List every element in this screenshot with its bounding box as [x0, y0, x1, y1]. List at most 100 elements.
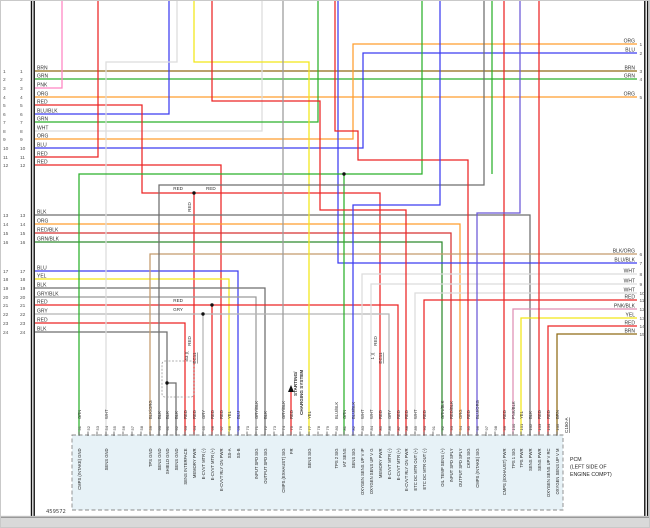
- pcm-pin-number: 68: [227, 425, 232, 430]
- wire-redblk: [35, 232, 452, 435]
- wire-color-label: BRN: [624, 66, 635, 72]
- pcm-pin-label: TPS 1 SIG: [511, 449, 516, 469]
- wire-grnblk: [35, 241, 443, 435]
- right-pin-number: 10: [640, 291, 646, 297]
- left-pin-number: 15: [3, 231, 9, 237]
- right-pin-number: 3: [640, 69, 643, 75]
- wire-annotation: EC11: [378, 352, 383, 364]
- pcm-pin-label: MEMORY PWR: [192, 449, 197, 479]
- pcm-pin-label: INPUT SPD SIG: [254, 449, 259, 480]
- wire-color-label: WHT: [624, 288, 635, 294]
- wire-color-label: RED/BLK: [449, 401, 454, 419]
- left-pin-number: 8: [20, 129, 23, 135]
- left-pin-number: 18: [20, 277, 26, 283]
- wire-blu: [35, 270, 239, 435]
- wire-color-label: BLK/ORG: [613, 249, 635, 255]
- wire-color-label: BLU/BLK: [334, 402, 339, 419]
- wire-color-label: BLU: [37, 143, 47, 149]
- left-pin-number: 5: [20, 103, 23, 109]
- pcm-pin-number: 81: [342, 425, 347, 430]
- left-pin-number: 4: [20, 95, 23, 101]
- wire-color-label: GRY: [387, 410, 392, 419]
- pcm-pin-label: OXYGEN SENS UP V M: [555, 448, 560, 495]
- pcm-pin-number: 57: [130, 425, 135, 430]
- pcm-pin-number: 80: [334, 425, 339, 430]
- wire-color-label: GRN: [37, 117, 49, 123]
- wire-blu: [352, 0, 441, 435]
- wire-color-label: RED: [624, 321, 635, 327]
- wire-yel: [35, 278, 230, 435]
- wire-wht: [370, 283, 637, 435]
- wire-blkorg: [149, 253, 637, 435]
- pcm-pin-label: TPS GND: [148, 449, 153, 468]
- pcm-pin-label: SENS SIG: [351, 449, 356, 469]
- horizontal-scrollbar[interactable]: [0, 517, 650, 528]
- pcm-label: (LEFT SIDE OF: [570, 465, 607, 471]
- pcm-pin-label: E-CVVT RLY ON PWR: [404, 449, 409, 492]
- wire-annotation: EC11: [192, 352, 197, 364]
- wire-blk: [158, 0, 485, 435]
- wire-color-label: GRN/BLK: [37, 237, 60, 243]
- left-pin-number: 20: [3, 295, 9, 301]
- right-pin-number: 12: [640, 307, 646, 313]
- pcm-pin-label: SENS GND: [104, 449, 109, 471]
- pcm-pin-number: 87: [396, 425, 401, 430]
- pcm-pin-number: 69: [236, 425, 241, 430]
- pcm-pin-label: E-CVVT MTR (-): [387, 448, 392, 479]
- pcm-pin-label: E-CVVT RLY ON PWR: [219, 449, 224, 492]
- pcm-pin-label: SENS GND: [174, 449, 179, 471]
- pcm-pin-number: 60: [157, 425, 162, 430]
- pcm-pin-number: 73: [272, 425, 277, 430]
- pcm-pin-label: SHIELD GND: [165, 449, 170, 475]
- wire-gryblk: [35, 296, 257, 435]
- pcm-pin-label: CMPS (EXHAUST) SIG: [281, 449, 286, 493]
- pcm-pin-number: 72: [263, 425, 268, 430]
- pcm-pin-label: SENS GND: [157, 449, 162, 471]
- left-pin-number: 5: [3, 103, 6, 109]
- pcm-pin-number: 84: [369, 425, 374, 430]
- pcm-pin-number: 51: [77, 425, 82, 430]
- pcm-label: ENGINE COMPT): [570, 472, 612, 478]
- wire-annotation: RED: [173, 298, 183, 303]
- wire-annotation: RED: [373, 335, 378, 345]
- wire-color-label: WHT: [369, 409, 374, 419]
- left-pin-number: 13: [20, 213, 26, 219]
- right-pin-number: 14: [640, 324, 646, 330]
- left-pin-number: 13: [3, 213, 9, 219]
- right-pin-number: 7: [640, 261, 643, 267]
- wire-annotation: RED: [187, 335, 192, 345]
- left-pin-number: 8: [3, 129, 6, 135]
- left-pin-number: 21: [20, 303, 26, 309]
- left-pin-number: 24: [20, 330, 26, 336]
- diagram-number: 459572: [46, 509, 66, 515]
- pcm-pin-label: SENS INTERFACE: [183, 448, 188, 484]
- wire-color-label: GRN/BLK: [440, 400, 445, 419]
- pcm-pin-number: 63: [183, 425, 188, 430]
- wire-red: [211, 0, 407, 435]
- wire-color-label: PNK: [37, 83, 48, 89]
- left-pin-number: 9: [3, 137, 6, 143]
- left-pin-number: 23: [3, 321, 9, 327]
- wire-blk: [35, 214, 531, 435]
- pcm-pin-label: CMPS (EXHAUST) PWR: [502, 449, 507, 496]
- pcm-pin-number: 75: [289, 425, 294, 430]
- wire-color-label: YEL: [626, 313, 636, 319]
- pcm-pin-label: IAT SENS: [342, 448, 347, 467]
- pcm-pin-label: OXYGEN SENS UP V IP: [360, 448, 365, 495]
- pcm-pin-number: 99: [502, 425, 507, 430]
- pcm-pin-label: CMPS (INTAKE) SIG: [475, 449, 480, 488]
- pcm-pin-number: 105: [555, 423, 560, 430]
- wire-annotation: GRY: [173, 307, 183, 312]
- pcm-connector-box: [71, 434, 564, 511]
- pcm-pin-label: OUTPUT SPD SPLY: [458, 448, 463, 487]
- pcm-pin-label: E-CVVT MTR (-): [201, 448, 206, 479]
- right-pin-number: 9: [640, 282, 643, 288]
- wire-color-label: WHT: [37, 126, 48, 132]
- pcm-pin-label: OXYGEN SENS UP V RC: [546, 449, 551, 498]
- pcm-pin-number: 55: [112, 425, 117, 430]
- left-pin-number: 2: [20, 77, 23, 83]
- pcm-pin-number: 100: [511, 423, 516, 430]
- left-pin-number: 12: [3, 163, 9, 169]
- pcm-pin-number: 89: [413, 425, 418, 430]
